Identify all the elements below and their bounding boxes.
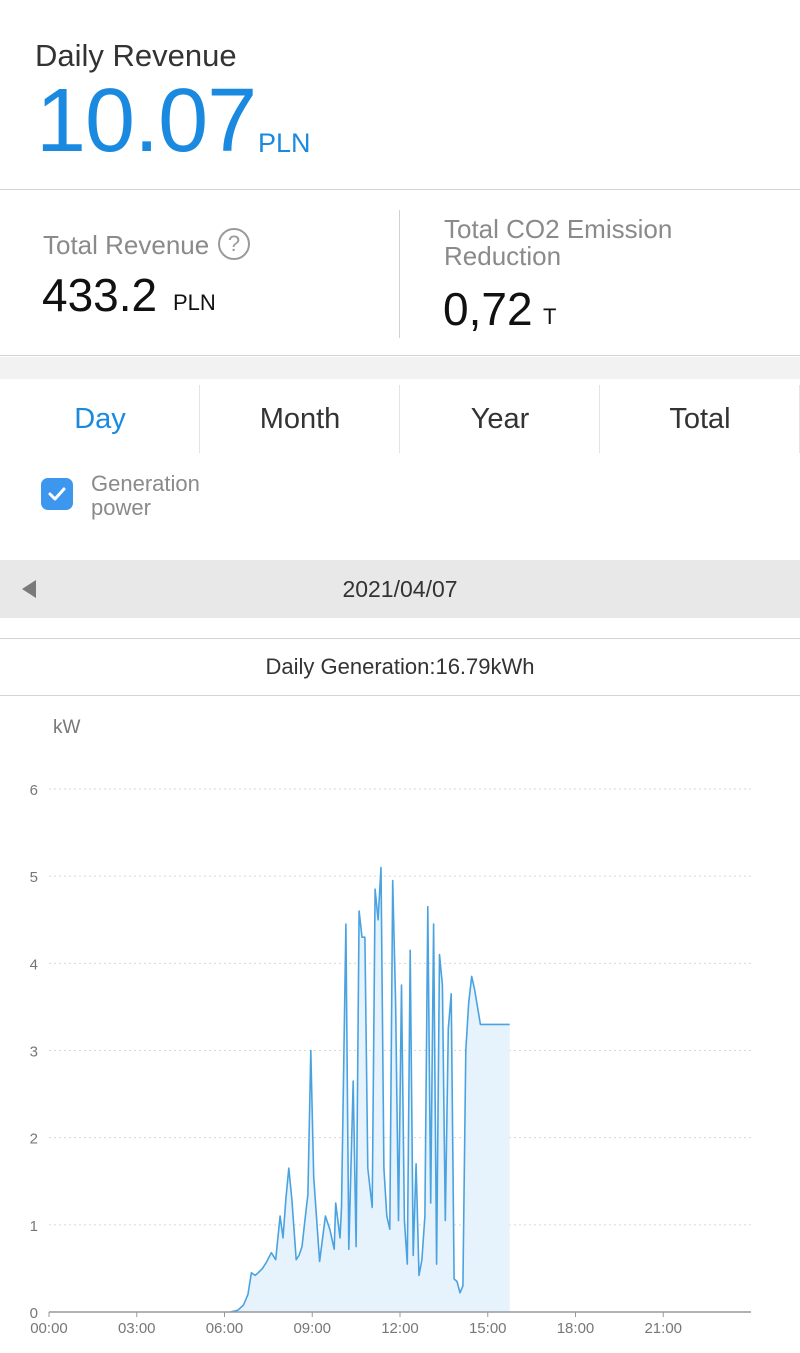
caret-left-icon[interactable] [22, 580, 36, 598]
tab-total[interactable]: Total [669, 403, 731, 435]
y-tick-label: 5 [30, 869, 38, 886]
current-date[interactable]: 2021/04/07 [342, 576, 458, 602]
y-tick-label: 0 [30, 1305, 38, 1322]
tab-divider [599, 385, 600, 453]
daily-revenue-panel: Daily Revenue 10.07 PLN [0, 0, 800, 190]
tab-divider [399, 385, 400, 453]
y-tick-label: 2 [30, 1131, 38, 1148]
x-tick-label: 21:00 [644, 1320, 682, 1337]
co2-reduction-label: Total CO2 Emission Reduction [444, 214, 673, 271]
x-tick-label: 09:00 [293, 1320, 331, 1337]
x-tick-label: 15:00 [469, 1320, 507, 1337]
co2-reduction-unit: T [543, 304, 557, 329]
x-tick-label: 18:00 [557, 1320, 595, 1337]
x-tick-label: 00:00 [30, 1320, 68, 1337]
daily-generation-row: Daily Generation:16.79kWh [0, 638, 800, 696]
y-tick-label: 4 [30, 956, 38, 973]
total-revenue-label: Total Revenue [43, 230, 210, 260]
generation-power-chart: kW 0 1 2 3 4 5 6 00:00 03:00 06:00 09:00 12:00 15:00… [0, 697, 800, 1353]
check-icon [48, 487, 66, 501]
y-tick-label: 6 [30, 782, 38, 799]
daily-revenue-unit: PLN [258, 128, 311, 158]
series-line [230, 866, 510, 1313]
chart-canvas[interactable]: 0 1 2 3 4 5 6 00:00 03:00 06:00 09:00 12:00 15:00 18:… [0, 697, 800, 1353]
y-axis-label: kW [53, 717, 81, 738]
x-tick-label: 06:00 [206, 1320, 244, 1337]
y-tick-label: 3 [30, 1044, 38, 1061]
date-navigator: 2021/04/07 [0, 560, 800, 618]
totals-divider [399, 210, 400, 338]
question-circle-icon[interactable]: ? [218, 228, 250, 260]
total-revenue-unit: PLN [173, 290, 216, 315]
daily-revenue-value: 10.07 [36, 71, 257, 171]
generation-power-checkbox[interactable] [41, 478, 73, 510]
daily-generation-text: Daily Generation:16.79kWh [265, 654, 535, 679]
totals-panel: Total Revenue ? 433.2 PLN Total CO2 Emis… [0, 190, 800, 356]
x-tick-label: 03:00 [118, 1320, 156, 1337]
period-tabs: Day Month Year Total [0, 379, 800, 459]
co2-reduction-value: 0,72 [443, 283, 533, 335]
tab-day[interactable]: Day [74, 403, 126, 435]
y-tick-label: 1 [30, 1218, 38, 1235]
section-gap [0, 357, 800, 379]
daily-revenue-label: Daily Revenue [35, 38, 237, 73]
generation-power-label: Generation power [91, 471, 200, 520]
series-area [230, 867, 510, 1312]
x-tick-label: 12:00 [381, 1320, 419, 1337]
tab-year[interactable]: Year [470, 403, 530, 435]
tab-divider [199, 385, 200, 453]
total-revenue-value: 433.2 [42, 269, 158, 321]
tab-month[interactable]: Month [259, 403, 341, 435]
